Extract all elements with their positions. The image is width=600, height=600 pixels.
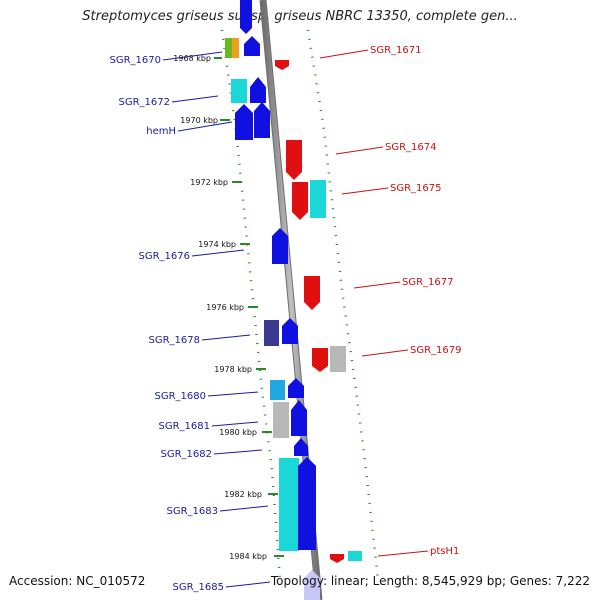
genome-title: Streptomyces griseus subsp. griseus NBRC… [82, 9, 518, 24]
gene-leader-line [377, 550, 429, 557]
gene-label-left[interactable]: SGR_1670 [110, 55, 162, 66]
left-gene-labels [162, 51, 271, 588]
gene-feature-box[interactable] [231, 79, 247, 103]
gene-leader-line [353, 281, 401, 289]
gene-feature-arrow[interactable] [250, 77, 266, 103]
gene-leader-line [207, 391, 259, 397]
gene-feature-arrow[interactable] [272, 228, 288, 264]
kbp-tick-label: 1976 kbp [206, 303, 244, 312]
gene-label-right[interactable]: SGR_1674 [385, 142, 437, 153]
gene-feature-arrow[interactable] [254, 102, 270, 138]
kbp-tick-label: 1980 kbp [219, 428, 257, 437]
gene-feature-arrow[interactable] [294, 438, 308, 456]
kbp-tick-label: 1978 kbp [214, 365, 252, 374]
gene-label-right[interactable]: ptsH1 [430, 546, 459, 557]
gene-feature-box[interactable] [310, 180, 326, 218]
right-gene-label-texts: SGR_1671 SGR_1674 SGR_1675 SGR_1677 SGR_… [370, 45, 462, 557]
gene-feature-box[interactable] [348, 551, 362, 561]
gene-leader-line [191, 249, 245, 257]
gene-label-left[interactable]: SGR_1685 [173, 582, 225, 593]
gene-leader-line [162, 51, 223, 61]
gene-leader-line [213, 449, 263, 455]
gene-label-left[interactable]: SGR_1681 [159, 421, 211, 432]
left-gene-label-texts: SGR_1670 SGR_1672 hemH SGR_1676 SGR_1678… [110, 55, 225, 593]
topology-text: Topology: linear; Length: 8,545,929 bp; … [270, 574, 590, 588]
gene-feature-arrow[interactable] [235, 104, 253, 140]
gene-label-left[interactable]: SGR_1676 [139, 251, 191, 262]
kbp-tick-label: 1974 kbp [198, 240, 236, 249]
gene-feature-arrow[interactable] [288, 378, 304, 398]
gene-leader-line [361, 349, 409, 357]
gene-leader-line [201, 334, 251, 341]
kbp-ticks [214, 57, 284, 557]
gene-feature-arrow[interactable] [282, 318, 298, 344]
right-strip-border [306, 29, 380, 581]
gene-feature-arrow[interactable] [291, 400, 307, 436]
gene-leader-line [171, 95, 219, 103]
gene-label-right[interactable]: SGR_1679 [410, 345, 462, 356]
gene-label-right[interactable]: SGR_1677 [402, 277, 454, 288]
gene-label-left[interactable]: hemH [146, 126, 176, 137]
gene-leader-line [219, 505, 269, 512]
gene-feature-arrow[interactable] [298, 457, 316, 550]
gene-label-right[interactable]: SGR_1671 [370, 45, 422, 56]
kbp-tick-label: 1984 kbp [229, 552, 267, 561]
gene-feature-arrow[interactable] [304, 570, 320, 600]
gene-feature-box[interactable] [225, 38, 232, 58]
gene-label-left[interactable]: SGR_1672 [119, 97, 171, 108]
kbp-tick-label: 1972 kbp [190, 178, 228, 187]
gene-feature-box[interactable] [270, 380, 285, 400]
gene-feature-box[interactable] [232, 38, 239, 58]
accession-text: Accession: NC_010572 [9, 574, 146, 588]
gene-feature-arrow[interactable] [304, 276, 320, 310]
kbp-tick-labels: 1968 kbp 1970 kbp 1972 kbp 1974 kbp 1976… [173, 54, 267, 561]
gene-label-left[interactable]: SGR_1680 [155, 391, 207, 402]
gene-leader-line [211, 421, 259, 427]
kbp-tick-label: 1982 kbp [224, 490, 262, 499]
kbp-tick-label: 1968 kbp [173, 54, 211, 63]
gene-feature-arrow[interactable] [292, 182, 308, 220]
gene-label-right[interactable]: SGR_1675 [390, 183, 442, 194]
gene-label-left[interactable]: SGR_1682 [161, 449, 213, 460]
gene-feature-box[interactable] [330, 346, 346, 372]
gene-label-left[interactable]: SGR_1678 [149, 335, 201, 346]
gene-features [225, 0, 362, 600]
gene-feature-arrow[interactable] [244, 36, 260, 56]
gene-feature-box[interactable] [273, 402, 289, 438]
gene-feature-arrow[interactable] [312, 348, 328, 372]
gene-feature-arrow[interactable] [240, 0, 252, 34]
gene-feature-box[interactable] [264, 320, 279, 346]
gene-leader-line [319, 49, 369, 59]
gene-leader-line [177, 121, 233, 132]
gene-leader-line [341, 187, 389, 195]
gene-label-left[interactable]: SGR_1683 [167, 506, 219, 517]
right-gene-labels [319, 49, 429, 557]
gene-feature-arrow[interactable] [275, 60, 289, 70]
gene-leader-line [225, 581, 271, 588]
gene-leader-line [335, 146, 384, 155]
kbp-tick-label: 1970 kbp [180, 116, 218, 125]
gene-feature-arrow[interactable] [330, 554, 344, 563]
gene-feature-box[interactable] [279, 458, 299, 551]
gene-feature-arrow[interactable] [286, 140, 302, 180]
